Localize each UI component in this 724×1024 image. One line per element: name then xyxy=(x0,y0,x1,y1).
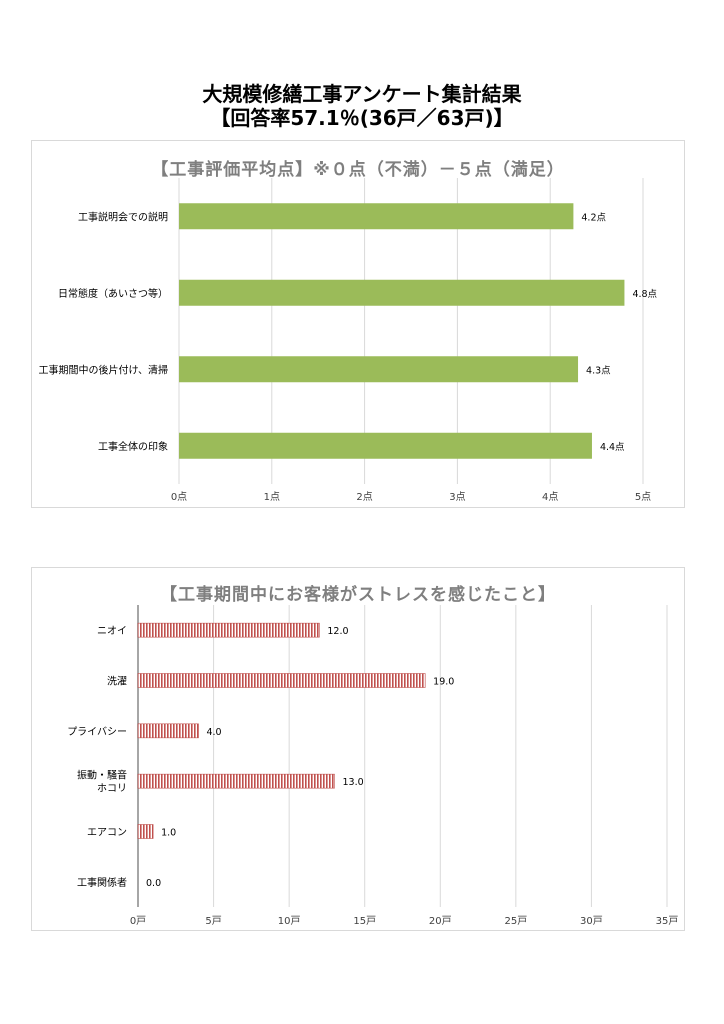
category-label: 工事期間中の後片付け、清掃 xyxy=(39,363,169,376)
x-tick-label: 4点 xyxy=(542,491,558,503)
x-tick-label: 5戸 xyxy=(205,915,221,927)
category-label: 工事関係者 xyxy=(77,876,127,889)
data-label: 0.0 xyxy=(146,878,161,889)
stress-chart: 0戸 5戸 10戸 15戸 20戸 25戸 30戸 35戸 ニオイ 12.0 洗濯 19.0 プライバシ… xyxy=(67,605,679,927)
x-tick-label: 20戸 xyxy=(429,915,452,927)
data-label: 4.3点 xyxy=(586,365,611,376)
data-label: 12.0 xyxy=(327,626,348,637)
category-label: エアコン xyxy=(87,828,127,839)
evaluation-chart-title: 【工事評価平均点】※０点（不満）－５点（満足） xyxy=(151,160,565,180)
bar xyxy=(179,432,592,459)
bar xyxy=(179,203,574,230)
category-label: 工事説明会での説明 xyxy=(78,210,168,223)
stress-chart-title: 【工事期間中にお客様がストレスを感じたこと】 xyxy=(160,585,556,605)
x-tick-label: 3点 xyxy=(449,491,465,503)
bar xyxy=(179,279,625,306)
x-tick-label: 35戸 xyxy=(656,915,679,927)
bar xyxy=(137,622,320,638)
bar xyxy=(137,723,199,739)
bar xyxy=(137,773,335,789)
page-title: 大規模修繕工事アンケート集計結果 xyxy=(202,82,522,106)
x-tick-label: 30戸 xyxy=(580,915,603,927)
data-label: 13.0 xyxy=(342,777,363,788)
x-tick-label: 0戸 xyxy=(130,915,146,927)
stress-chart-panel: 【工事期間中にお客様がストレスを感じたこと】 0戸 5戸 10戸 15戸 20戸 25戸 3… xyxy=(31,567,685,931)
page-subtitle: 【回答率57.1％(36戸／63戸)】 xyxy=(210,106,514,130)
evaluation-chart-panel: 【工事評価平均点】※０点（不満）－５点（満足） 0点 1点 2点 3点 4点 5点 工事説明… xyxy=(31,140,685,508)
category-label: 日常態度（あいさつ等） xyxy=(58,287,168,300)
x-tick-label: 2点 xyxy=(356,491,372,503)
data-label: 4.8点 xyxy=(632,289,657,300)
bar xyxy=(179,356,579,383)
x-tick-label: 0点 xyxy=(171,491,187,503)
x-tick-label: 15戸 xyxy=(353,915,376,927)
x-tick-label: 5点 xyxy=(635,491,651,503)
data-label: 1.0 xyxy=(161,828,176,839)
bar xyxy=(137,673,426,688)
category-label: ニオイ xyxy=(97,625,127,637)
data-label: 4.4点 xyxy=(600,442,625,453)
x-tick-label: 1点 xyxy=(264,491,280,503)
category-label: プライバシー xyxy=(67,726,127,738)
category-label: 洗濯 xyxy=(107,676,127,688)
category-label: 工事全体の印象 xyxy=(98,440,168,453)
category-label: 振動・騒音 xyxy=(77,769,127,782)
data-label: 19.0 xyxy=(433,677,454,688)
data-label: 4.0 xyxy=(206,727,221,738)
x-tick-label: 25戸 xyxy=(504,915,527,927)
bar xyxy=(137,824,154,839)
data-label: 4.2点 xyxy=(581,212,606,223)
category-label: ホコリ xyxy=(97,783,127,795)
x-tick-label: 10戸 xyxy=(278,915,301,927)
